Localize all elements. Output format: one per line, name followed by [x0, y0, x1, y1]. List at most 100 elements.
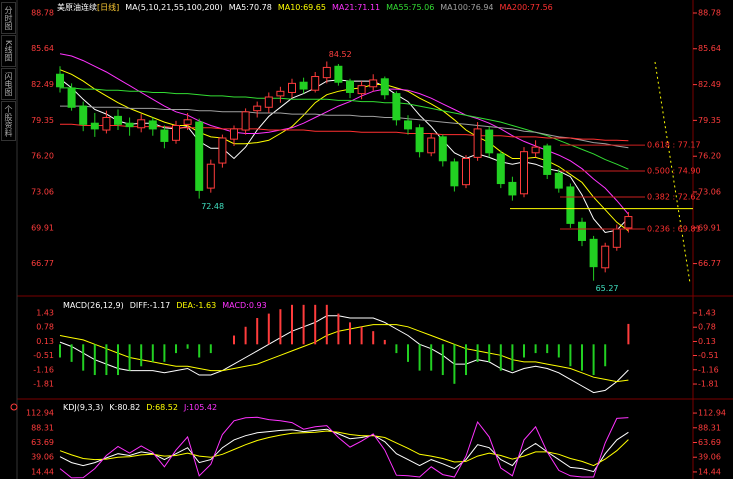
- macd-bar: [581, 344, 583, 371]
- y-tick-label: -0.51: [33, 351, 54, 360]
- y-tick-label: 66.77: [31, 259, 54, 268]
- y-tick-label: -1.16: [33, 365, 54, 374]
- price-annotation: 72.48: [201, 202, 224, 211]
- macd-bar: [175, 344, 177, 354]
- y-tick-label: 14.44: [698, 467, 721, 476]
- macd-bar: [453, 344, 456, 384]
- macd-bar: [465, 344, 467, 376]
- y-tick-label: 69.91: [698, 223, 721, 232]
- candle-body: [473, 128, 482, 158]
- legend-entry: MA21:71.11: [332, 3, 380, 12]
- candle-body: [485, 129, 494, 154]
- y-tick-label: -1.16: [698, 365, 719, 374]
- legend-entry: K:80.82: [109, 403, 140, 412]
- candle-body: [125, 122, 134, 128]
- y-tick-label: 88.31: [31, 423, 54, 432]
- candle-body: [311, 76, 320, 91]
- candle-body: [601, 245, 610, 269]
- y-tick-label: 76.20: [31, 152, 54, 161]
- macd-bar: [70, 344, 73, 362]
- candle-body: [183, 119, 192, 125]
- y-tick-label: 14.44: [31, 467, 54, 476]
- legend-entry: MA10:69.65: [278, 3, 326, 12]
- indicator-line: [59, 324, 629, 383]
- macd-bar: [302, 304, 305, 345]
- sidebar-tab[interactable]: K线图: [1, 35, 16, 67]
- sidebar-tab[interactable]: 个股资料: [1, 101, 16, 141]
- macd-bar: [233, 335, 235, 345]
- period: [日线]: [97, 2, 119, 12]
- y-tick-label: 88.78: [698, 9, 721, 18]
- candle-body: [241, 111, 250, 131]
- candle-body: [531, 146, 540, 154]
- candle-body: [90, 122, 99, 130]
- indicator-line: [59, 315, 629, 394]
- candle-body: [404, 120, 412, 130]
- candle-body: [253, 105, 262, 112]
- y-tick-label: 79.35: [698, 116, 721, 125]
- candle-body: [496, 153, 505, 185]
- trend-line: [654, 61, 691, 284]
- legend-entry: MA100:76.94: [440, 3, 493, 12]
- candle-body: [160, 129, 169, 142]
- indicator-line: [59, 428, 629, 473]
- y-tick-label: 0.78: [36, 323, 54, 332]
- y-tick-label: 39.06: [698, 453, 721, 462]
- macd-bar: [534, 344, 537, 354]
- candle-body: [578, 221, 586, 241]
- sidebar-tab[interactable]: 分时图: [1, 2, 16, 34]
- macd-bar: [592, 344, 595, 376]
- macd-bar: [267, 313, 270, 345]
- legend-entry: MA55:75.06: [386, 3, 434, 12]
- macd-bar: [279, 309, 282, 345]
- y-tick-label: 1.43: [36, 308, 54, 317]
- macd-bar: [256, 317, 259, 345]
- indicator-line: [59, 416, 629, 479]
- macd-bar: [441, 344, 444, 376]
- legend-entry: J:105.42: [183, 403, 217, 412]
- candle-body: [415, 127, 424, 153]
- price-annotation: 65.27: [596, 284, 619, 293]
- candle-body: [520, 151, 528, 195]
- candle-body: [195, 121, 204, 191]
- indicator-name: MA(5,10,21,55,100,200): [125, 3, 223, 12]
- sidebar-tab[interactable]: 闪电图: [1, 68, 16, 100]
- macd-bar: [186, 344, 189, 349]
- macd-bar: [128, 344, 131, 371]
- candle-body: [554, 172, 563, 189]
- candle-body: [218, 137, 227, 164]
- indicator-line: [60, 105, 629, 149]
- candle-body: [56, 73, 64, 88]
- y-tick-label: 63.69: [31, 438, 54, 447]
- candle-body: [102, 117, 111, 131]
- indicator-line: [59, 53, 629, 215]
- y-tick-label: 82.49: [31, 80, 54, 89]
- macd-bar: [117, 344, 119, 376]
- macd-bar: [360, 326, 363, 345]
- macd-bar: [198, 344, 201, 358]
- y-tick-label: 112.94: [26, 409, 54, 418]
- macd-bar: [383, 339, 386, 345]
- y-tick-label: 79.35: [31, 116, 54, 125]
- fib-label: 0.236 : 69.81: [647, 224, 701, 233]
- macd-bar: [314, 304, 317, 345]
- candle-body: [450, 161, 459, 187]
- macd-bar: [244, 326, 247, 345]
- macd-bar: [476, 344, 479, 362]
- candle-body: [264, 96, 273, 108]
- y-tick-label: 0.13: [698, 337, 716, 346]
- indicator-icon: [10, 403, 18, 411]
- candle-body: [276, 90, 285, 97]
- candle-body: [299, 81, 308, 90]
- candle-body: [543, 145, 552, 175]
- candle-body: [67, 87, 76, 108]
- y-tick-label: 88.78: [31, 9, 54, 18]
- macd-bar: [395, 344, 398, 354]
- y-tick-label: 63.69: [698, 438, 721, 447]
- macd-bar: [140, 344, 143, 367]
- candle-body: [589, 238, 598, 268]
- macd-bar: [291, 304, 293, 345]
- panel-header: 美原油连续[日线] MA(5,10,21,55,100,200) MA5:70.78…: [57, 2, 553, 12]
- candle-body: [288, 82, 296, 93]
